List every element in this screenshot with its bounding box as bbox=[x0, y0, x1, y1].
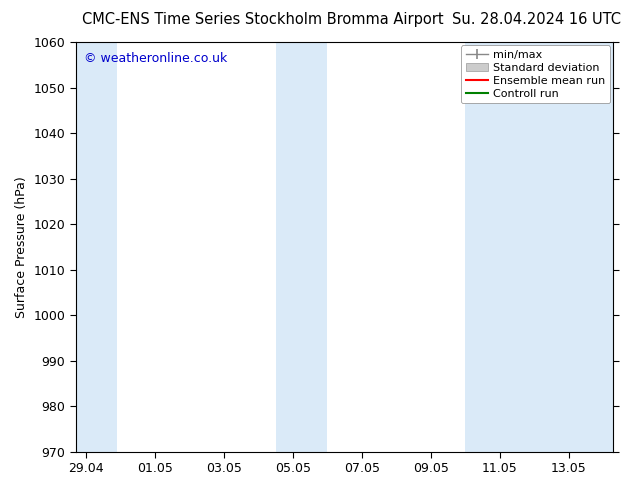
Text: © weatheronline.co.uk: © weatheronline.co.uk bbox=[84, 52, 227, 65]
Text: Su. 28.04.2024 16 UTC: Su. 28.04.2024 16 UTC bbox=[452, 12, 621, 27]
Legend: min/max, Standard deviation, Ensemble mean run, Controll run: min/max, Standard deviation, Ensemble me… bbox=[461, 46, 610, 103]
Bar bbox=[76, 42, 117, 452]
Bar bbox=[465, 42, 614, 452]
Y-axis label: Surface Pressure (hPa): Surface Pressure (hPa) bbox=[15, 176, 28, 318]
Bar bbox=[276, 42, 327, 452]
Text: CMC-ENS Time Series Stockholm Bromma Airport: CMC-ENS Time Series Stockholm Bromma Air… bbox=[82, 12, 444, 27]
